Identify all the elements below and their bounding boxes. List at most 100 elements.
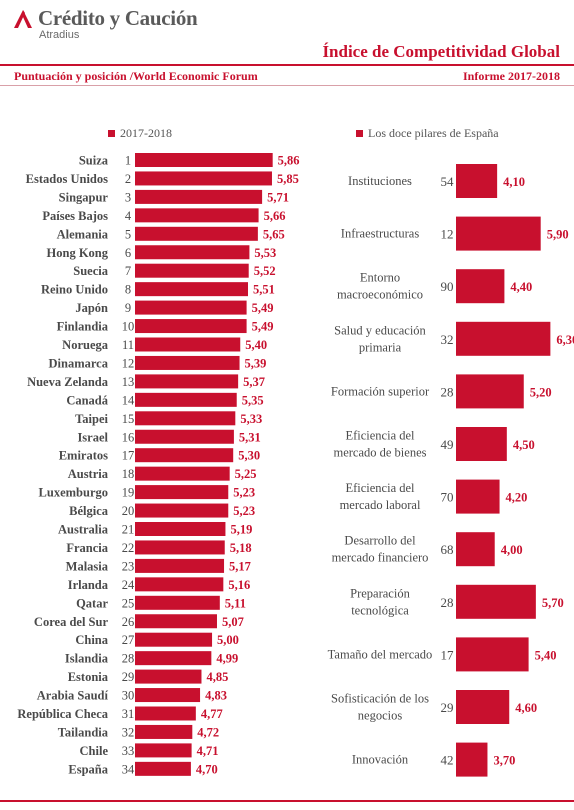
- country-value: 5,00: [217, 633, 239, 647]
- country-rank: 19: [122, 486, 135, 500]
- country-rank: 30: [122, 689, 135, 703]
- country-value: 4,71: [197, 744, 219, 758]
- country-label: Bélgica: [69, 504, 109, 518]
- country-value: 5,65: [263, 227, 285, 241]
- country-rank: 15: [122, 412, 135, 426]
- country-label: Irlanda: [68, 578, 109, 592]
- country-value: 5,33: [240, 412, 262, 426]
- country-value: 5,71: [267, 190, 289, 204]
- country-bar: [135, 540, 225, 555]
- pillar-value: 5,90: [547, 228, 569, 242]
- country-value: 4,72: [197, 725, 219, 739]
- country-bar: [135, 595, 220, 610]
- country-label: Finlandia: [57, 320, 109, 334]
- pillar-label: Entorno: [360, 271, 400, 285]
- country-bar: [135, 392, 237, 407]
- country-rank: 4: [125, 209, 132, 223]
- country-label: Tailandia: [58, 725, 109, 739]
- pillar-rank: 70: [441, 490, 454, 505]
- country-bar: [135, 411, 236, 426]
- pillar-rank: 32: [441, 332, 454, 347]
- pillar-label: Desarrollo del: [344, 534, 416, 548]
- country-bar: [135, 208, 259, 223]
- country-label: China: [75, 633, 108, 647]
- country-bar: [135, 337, 241, 352]
- country-rank: 12: [122, 356, 135, 370]
- country-rank: 6: [125, 246, 131, 260]
- pillar-value: 4,00: [501, 543, 523, 557]
- country-bar: [135, 614, 217, 629]
- country-bar: [135, 245, 250, 260]
- country-value: 5,17: [229, 559, 251, 573]
- pillar-bar: [456, 637, 529, 672]
- country-rank: 31: [122, 707, 135, 721]
- country-rank: 20: [122, 504, 135, 518]
- country-rank: 7: [125, 264, 131, 278]
- page-title: Índice de Competitividad Global: [322, 42, 560, 61]
- country-value: 5,31: [239, 430, 261, 444]
- country-bar: [135, 558, 225, 573]
- pillar-rank: 49: [441, 437, 454, 452]
- country-value: 4,77: [201, 707, 223, 721]
- country-bar: [135, 485, 229, 500]
- country-bar: [135, 577, 224, 592]
- brand-name: Crédito y Caución: [38, 6, 198, 30]
- country-label: Austria: [68, 467, 109, 481]
- country-value: 5,23: [233, 486, 255, 500]
- country-rank: 9: [125, 301, 131, 315]
- legend-right-label: Los doce pilares de España: [368, 126, 499, 140]
- country-label: Corea del Sur: [34, 615, 109, 629]
- country-bar: [135, 724, 193, 739]
- pillar-bar: [456, 532, 495, 567]
- pillar-value: 4,60: [515, 701, 537, 715]
- country-value: 5,85: [277, 172, 299, 186]
- country-value: 4,70: [196, 762, 218, 776]
- country-rank: 14: [122, 393, 135, 407]
- country-bar: [135, 300, 247, 315]
- brand-sub: Atradius: [39, 29, 80, 41]
- pillar-bar: [456, 479, 500, 514]
- country-bar: [135, 669, 202, 684]
- legend-left-label: 2017-2018: [120, 126, 172, 140]
- pillar-label: Instituciones: [348, 174, 412, 188]
- country-label: España: [68, 762, 108, 776]
- country-rank: 29: [122, 670, 135, 684]
- country-rank: 32: [122, 725, 135, 739]
- atradius-logo-icon: [14, 10, 32, 28]
- pillar-bar: [456, 374, 524, 409]
- country-bar: [135, 503, 229, 518]
- country-label: Países Bajos: [42, 209, 108, 223]
- pillar-rank: 54: [441, 174, 455, 189]
- country-rank: 16: [122, 430, 135, 444]
- pillar-bar: [456, 584, 536, 619]
- pillar-bar: [456, 321, 551, 356]
- pillar-rank: 12: [441, 227, 454, 242]
- country-bar: [135, 189, 263, 204]
- country-label: Luxemburgo: [39, 486, 108, 500]
- legend-swatch: [356, 129, 363, 137]
- country-bar: [135, 374, 239, 389]
- country-value: 5,07: [222, 615, 244, 629]
- pillar-value: 5,70: [542, 596, 564, 610]
- country-label: Suecia: [73, 264, 108, 278]
- country-value: 4,85: [206, 670, 228, 684]
- legend-left: 2017-2018: [108, 126, 172, 141]
- pillar-value: 5,40: [535, 648, 557, 662]
- pillar-label: negocios: [358, 709, 403, 723]
- country-value: 5,49: [252, 301, 274, 315]
- subheader-rule: [0, 85, 574, 86]
- pillar-label: tecnológica: [351, 603, 409, 617]
- pillar-value: 4,50: [513, 438, 535, 452]
- country-bar: [135, 319, 247, 334]
- country-value: 5,30: [238, 449, 260, 463]
- country-bar: [135, 355, 240, 370]
- pillar-label: Salud y educación: [334, 323, 426, 337]
- country-rank: 26: [122, 615, 135, 629]
- country-label: Francia: [66, 541, 108, 555]
- country-label: Qatar: [76, 596, 108, 610]
- country-label: Malasia: [66, 559, 109, 573]
- country-label: Estados Unidos: [26, 172, 108, 186]
- pillar-value: 4,40: [510, 280, 532, 294]
- legend-right: Los doce pilares de España: [356, 126, 499, 141]
